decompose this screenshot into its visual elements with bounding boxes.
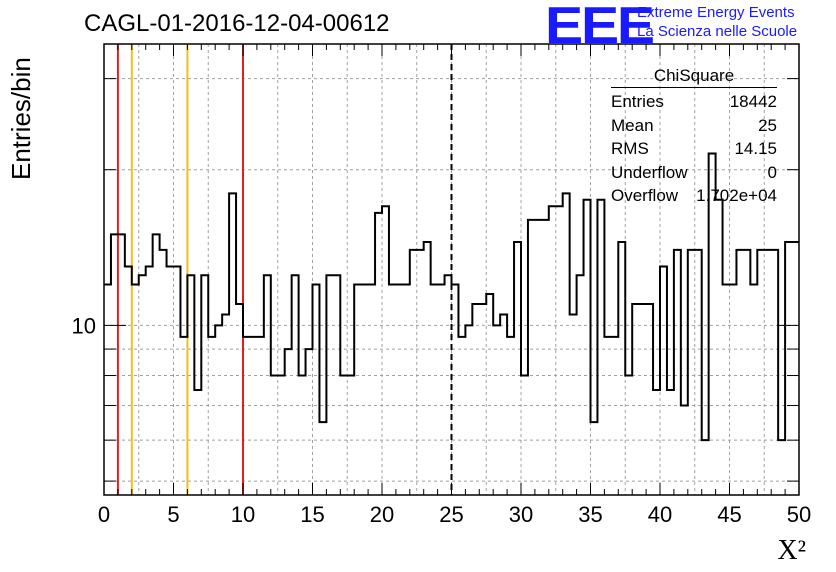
x-tick-label: 35 <box>578 502 602 527</box>
x-tick-label: 20 <box>370 502 394 527</box>
stats-label: Overflow <box>611 186 679 205</box>
stats-row: RMS 14.15 <box>611 137 777 161</box>
x-tick-label: 10 <box>231 502 255 527</box>
stats-row: Overflow 1.702e+04 <box>611 184 777 208</box>
stats-value: 18442 <box>729 92 777 111</box>
stats-label: Mean <box>611 115 654 135</box>
histogram-series <box>104 152 799 442</box>
logo-line-1: Extreme Energy Events <box>637 4 795 21</box>
x-tick-label: 25 <box>439 502 463 527</box>
logo-line-2: La Scienza nelle Scuole <box>637 23 798 40</box>
x-tick-label: 40 <box>648 502 672 527</box>
stats-row: Mean 25 <box>611 114 777 138</box>
stats-label: Entries <box>611 92 664 111</box>
x-tick-label: 45 <box>717 502 741 527</box>
stats-value: 0 <box>767 162 777 182</box>
stats-title: ChiSquare <box>611 66 777 88</box>
chart-title: CAGL-01-2016-12-04-00612 <box>84 10 390 37</box>
stats-row: Entries 18442 <box>611 90 777 114</box>
stats-value: 25 <box>758 115 777 135</box>
stats-box: ChiSquare Entries 18442 Mean 25 RMS 14.15 U… <box>611 66 777 208</box>
x-tick-label: 30 <box>509 502 533 527</box>
x-tick-label: 0 <box>98 502 110 527</box>
y-axis-ticks: 10 <box>72 78 799 482</box>
x-tick-label: 5 <box>167 502 179 527</box>
x-axis-ticks: 0 5 10 15 20 25 30 35 40 45 50 <box>98 44 811 527</box>
y-tick-label: 10 <box>72 313 96 338</box>
stats-value: 1.702e+04 <box>696 186 777 205</box>
stats-row: Underflow 0 <box>611 161 777 185</box>
eee-logo: EEE <box>545 0 655 55</box>
y-axis-label: Entries/bin <box>6 57 36 180</box>
x-tick-label: 50 <box>787 502 811 527</box>
reference-lines <box>116 44 453 495</box>
x-axis-label: X² <box>777 535 806 566</box>
stats-label: RMS <box>611 139 649 158</box>
stats-label: Underflow <box>611 162 688 182</box>
stats-value: 14.15 <box>734 139 777 158</box>
x-tick-label: 15 <box>300 502 324 527</box>
